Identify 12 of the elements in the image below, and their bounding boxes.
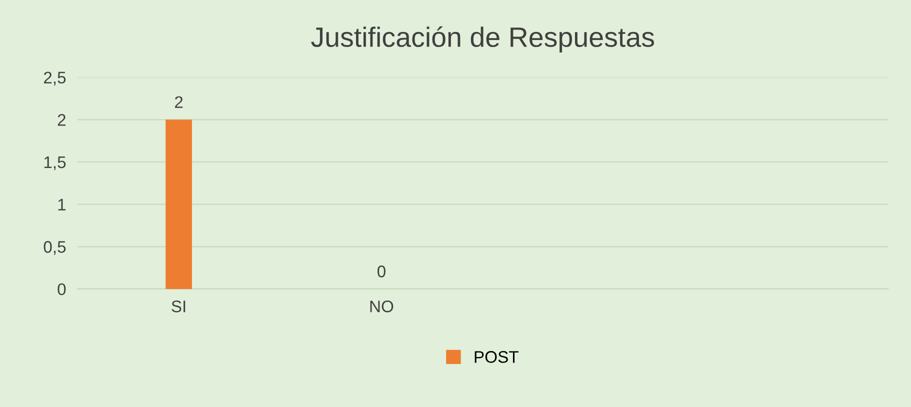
chart-title: Justificación de Respuestas — [311, 26, 654, 53]
y-tick-label: 2,5 — [44, 72, 66, 86]
y-tick-label: 2 — [58, 114, 66, 126]
legend-label: POST — [474, 351, 518, 363]
data-label: 2 — [174, 96, 183, 108]
y-tick-label: 0,5 — [44, 241, 66, 255]
y-tick-label: 0 — [58, 283, 66, 296]
x-tick-label: SI — [172, 300, 186, 312]
data-label: 0 — [378, 266, 386, 278]
x-tick-label: NO — [370, 300, 394, 312]
y-tick-label: 1,5 — [44, 156, 66, 170]
y-tick-label: 1 — [58, 198, 66, 210]
